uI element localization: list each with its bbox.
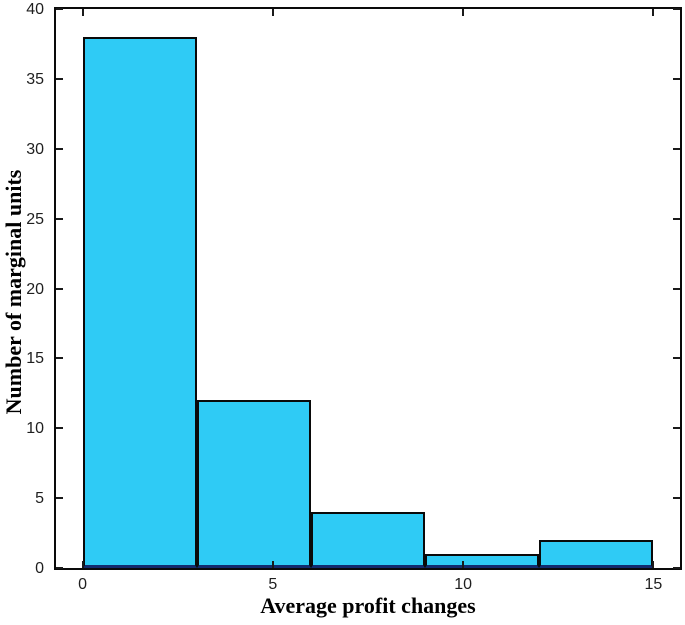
y-tick-label: 30 <box>26 140 44 158</box>
axis-tick <box>271 561 274 568</box>
axis-tick <box>56 8 63 10</box>
axis-tick <box>81 9 84 16</box>
x-tick-label: 0 <box>78 576 88 593</box>
y-tick-label: 40 <box>26 1 44 18</box>
axis-tick <box>56 77 63 80</box>
axis-tick <box>56 287 63 290</box>
y-tick-label: 10 <box>26 420 44 438</box>
axis-tick <box>673 427 680 430</box>
axis-tick <box>673 357 680 360</box>
axis-tick <box>673 287 680 290</box>
axis-tick <box>652 9 655 16</box>
histogram-bar <box>310 512 426 568</box>
axis-tick <box>673 8 680 10</box>
axis-tick <box>56 147 63 150</box>
axis-tick <box>56 357 63 360</box>
axis-tick <box>673 147 680 150</box>
axis-tick <box>56 497 63 500</box>
axis-tick <box>462 9 465 16</box>
axis-tick <box>56 567 63 569</box>
y-tick-label: 20 <box>26 280 44 298</box>
axis-tick <box>673 497 680 500</box>
axis-tick <box>81 561 84 568</box>
histogram-bar <box>539 540 654 568</box>
y-tick-label: 35 <box>26 70 44 88</box>
axis-tick <box>673 567 680 569</box>
axis-tick <box>652 561 655 568</box>
y-tick-label: 25 <box>26 210 44 228</box>
x-tick-label: 10 <box>454 576 473 593</box>
axis-tick <box>56 217 63 220</box>
axis-tick <box>673 217 680 220</box>
x-axis-label: Average profit changes <box>260 593 476 618</box>
x-tick-label: 5 <box>268 576 278 593</box>
y-tick-label: 0 <box>35 560 44 577</box>
x-tick-label: 15 <box>644 576 663 593</box>
axis-tick <box>462 561 465 568</box>
axis-tick <box>271 9 274 16</box>
histogram-bar <box>196 400 311 568</box>
histogram-bar <box>425 554 540 568</box>
y-tick-label: 5 <box>35 490 44 508</box>
histogram-bar <box>82 36 197 568</box>
axis-tick <box>56 427 63 430</box>
y-tick-label: 15 <box>26 350 44 368</box>
plot-area <box>54 7 682 570</box>
axis-tick <box>673 77 680 80</box>
